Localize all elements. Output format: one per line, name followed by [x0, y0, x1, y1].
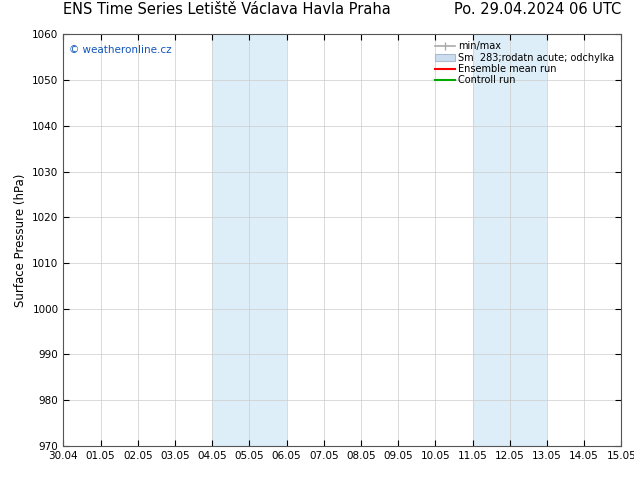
Y-axis label: Surface Pressure (hPa): Surface Pressure (hPa): [14, 173, 27, 307]
Text: © weatheronline.cz: © weatheronline.cz: [69, 45, 172, 54]
Legend: min/max, Sm  283;rodatn acute; odchylka, Ensemble mean run, Controll run: min/max, Sm 283;rodatn acute; odchylka, …: [433, 39, 616, 87]
Bar: [212, 34, 287, 446]
Text: ENS Time Series Letiště Václava Havla Praha: ENS Time Series Letiště Václava Havla Pr…: [63, 2, 391, 17]
Bar: [472, 34, 547, 446]
Text: Po. 29.04.2024 06 UTC: Po. 29.04.2024 06 UTC: [454, 2, 621, 17]
